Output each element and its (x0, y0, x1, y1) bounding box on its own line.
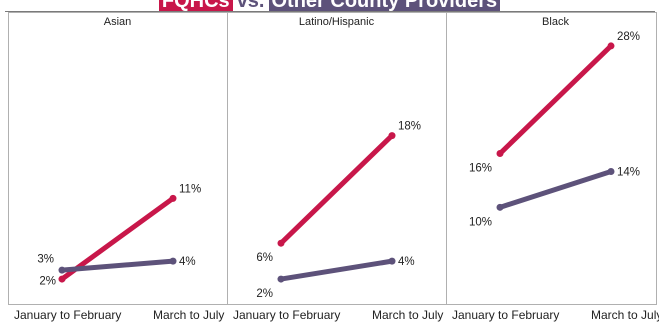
title-vs: vs. (236, 0, 265, 12)
data-point (388, 132, 396, 140)
panel-frame (8, 12, 657, 305)
x-tick-label: March to July (372, 308, 443, 322)
series-line (59, 258, 176, 273)
data-label: 2% (39, 276, 56, 288)
data-label: 16% (469, 163, 492, 175)
x-tick-label: March to July (591, 308, 659, 322)
data-label: 11% (179, 183, 201, 195)
title-fqhcs: FQHCs (158, 0, 233, 12)
data-point (496, 203, 504, 211)
data-point (277, 239, 285, 247)
data-label: 6% (256, 252, 273, 264)
data-label: 10% (469, 216, 492, 228)
series-line (497, 43, 614, 157)
data-label: 14% (617, 166, 640, 178)
data-label: 4% (179, 256, 196, 268)
data-point (496, 150, 504, 158)
data-point (58, 266, 66, 274)
x-tick-label: January to February (14, 308, 121, 322)
series-line (59, 195, 176, 282)
panel-title-1: Latino/Hispanic (299, 16, 375, 28)
data-point (607, 42, 615, 50)
chart-title: FQHCs vs. Other County Providers (0, 0, 659, 12)
data-label: 4% (398, 256, 415, 268)
panel-title-0: Asian (104, 16, 132, 28)
data-point (388, 257, 396, 265)
series-line (278, 133, 395, 246)
x-tick-label: January to February (233, 308, 340, 322)
title-divider (5, 11, 655, 12)
data-point (607, 167, 615, 175)
x-tick-label: January to February (452, 308, 559, 322)
data-label: 28% (617, 31, 640, 43)
data-point (169, 257, 177, 265)
data-label: 3% (37, 254, 54, 266)
data-point (277, 275, 285, 283)
x-tick-label: March to July (153, 308, 224, 322)
data-point (58, 275, 66, 283)
title-other-providers: Other County Providers (268, 0, 501, 12)
data-label: 2% (256, 288, 273, 300)
series-line (278, 258, 395, 282)
data-label: 18% (398, 121, 421, 133)
series-line (497, 168, 614, 210)
panel-title-2: Black (542, 16, 569, 28)
data-point (169, 194, 177, 202)
